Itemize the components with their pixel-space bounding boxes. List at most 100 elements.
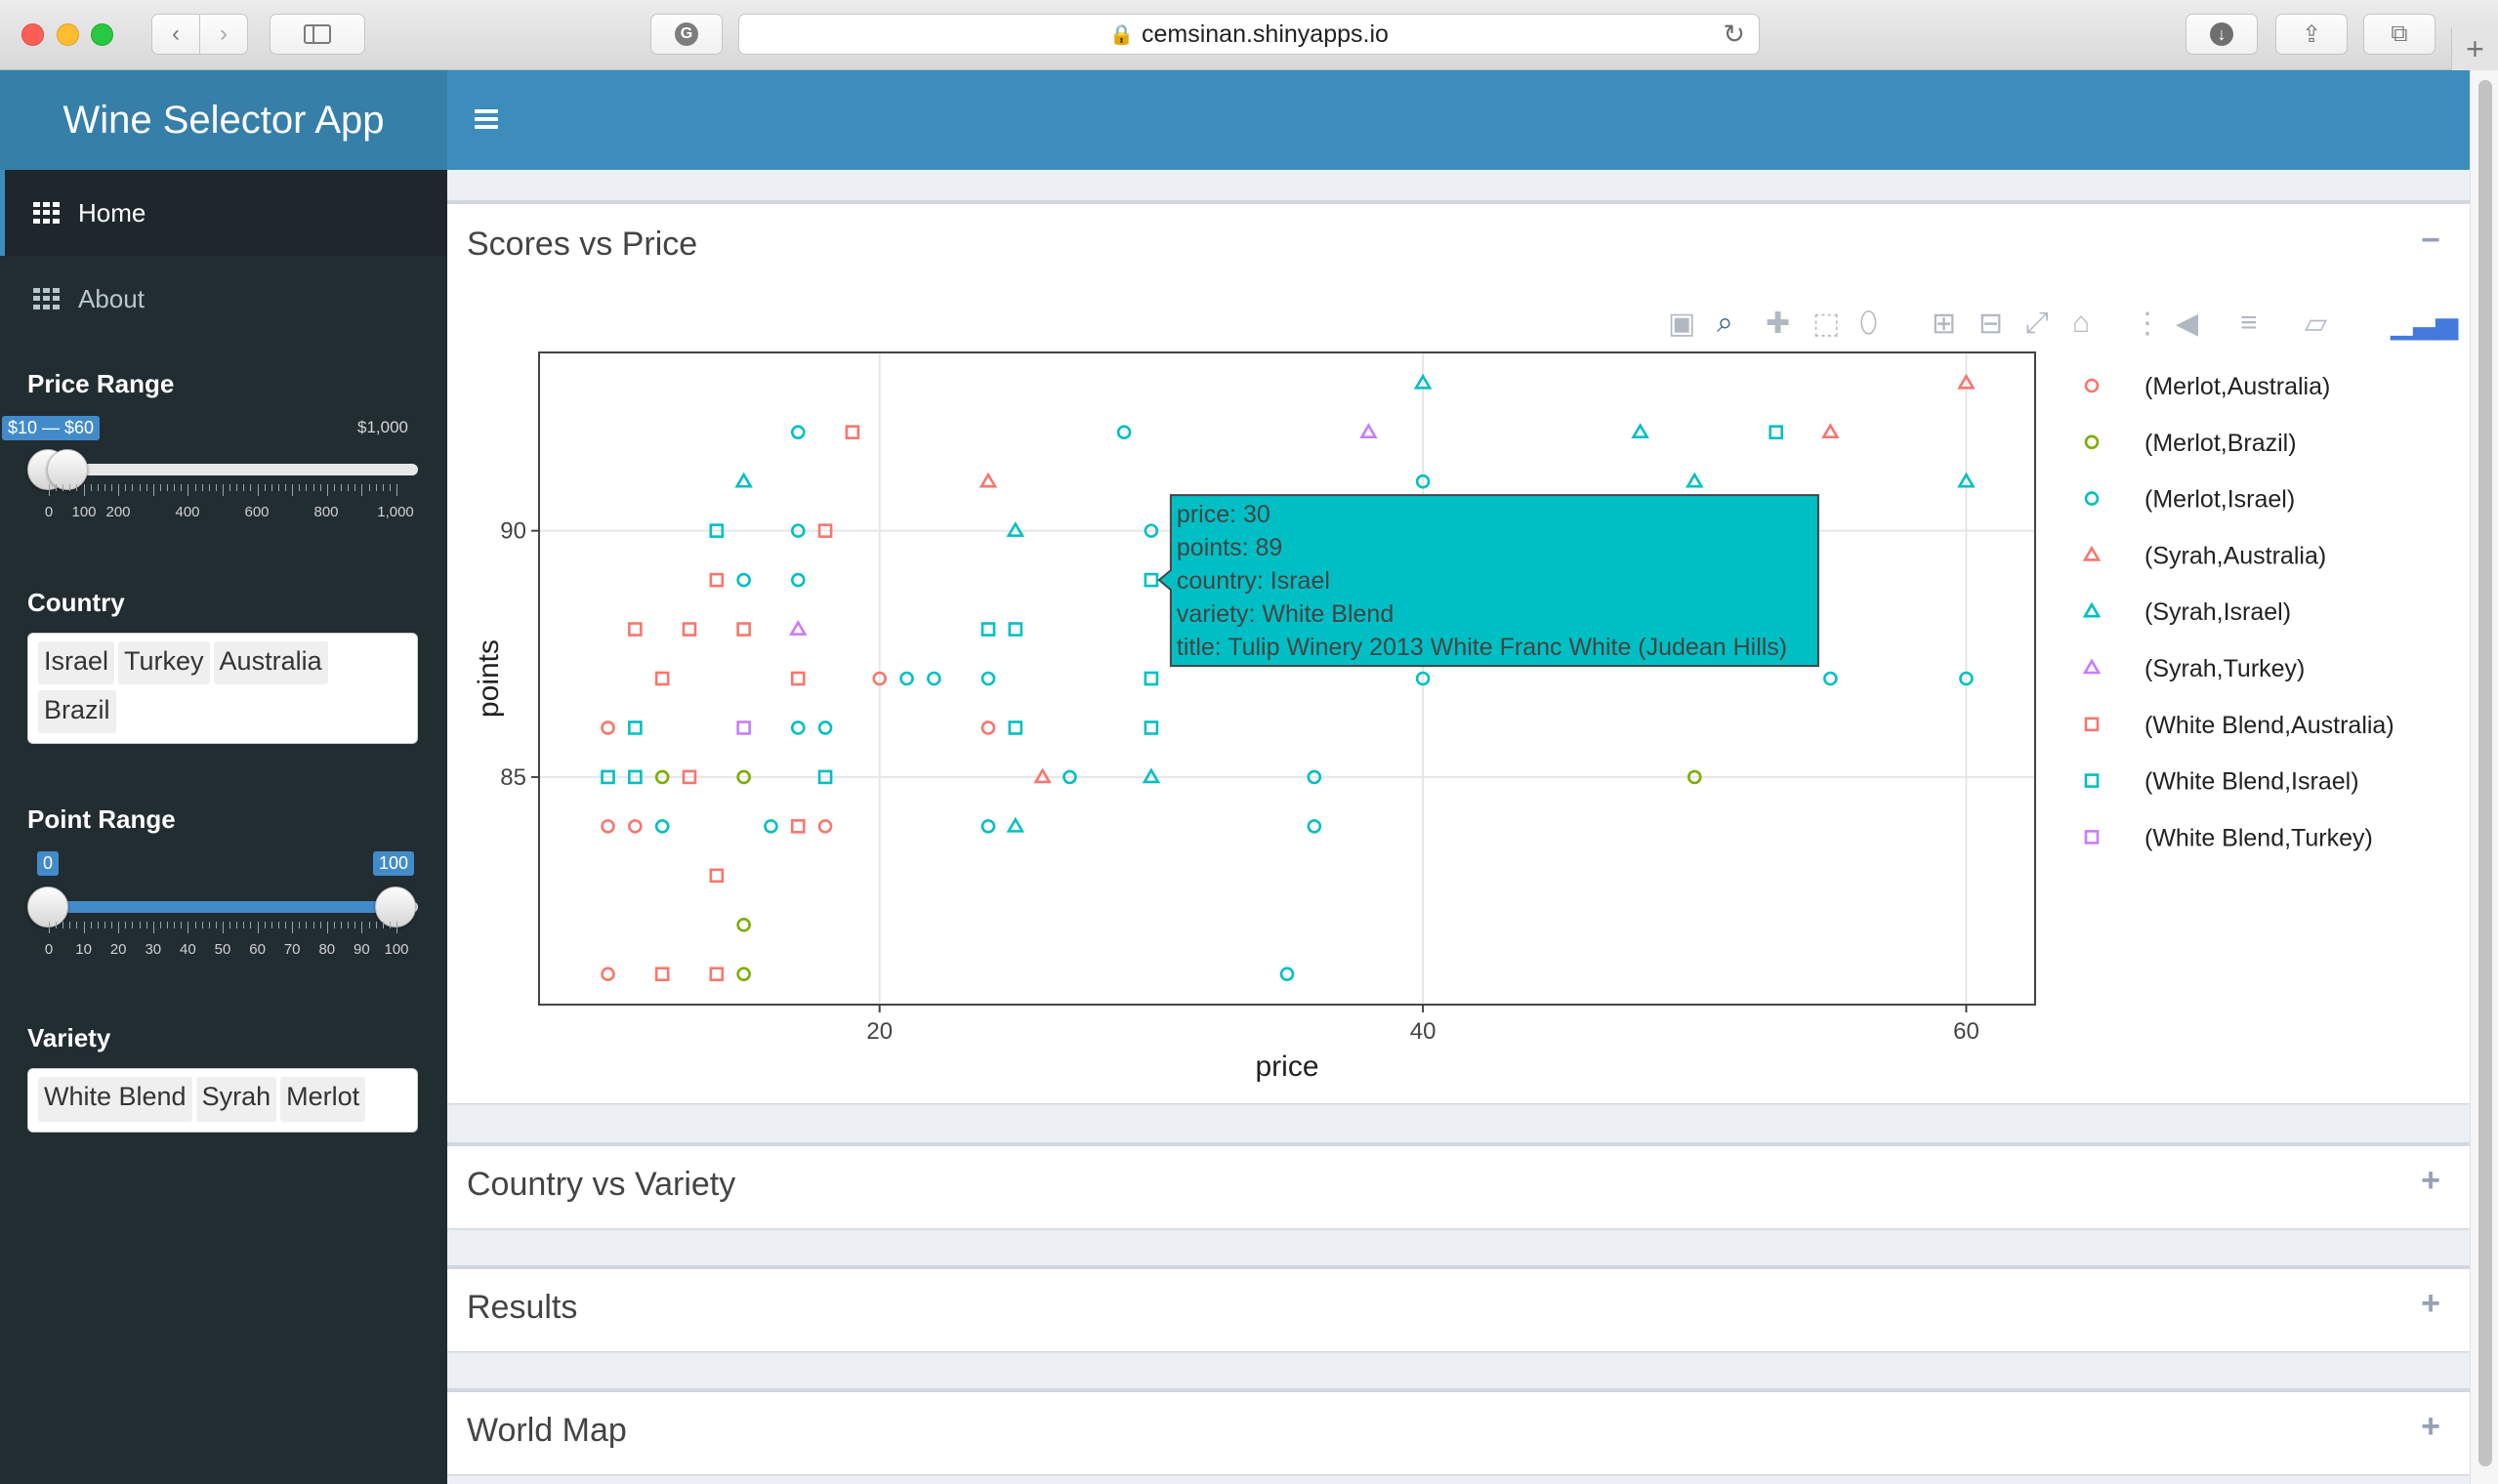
price-range-track[interactable]	[29, 464, 418, 475]
data-point	[1823, 671, 1838, 686]
point-tick-label: 10	[75, 941, 92, 958]
data-point	[654, 769, 670, 785]
forward-button[interactable]: ›	[199, 14, 248, 55]
data-point	[1415, 474, 1431, 489]
data-point	[789, 619, 808, 636]
plotly-logo-icon[interactable]: ▱	[2305, 308, 2328, 340]
address-bar[interactable]: 🔒 cemsinan.shinyapps.io ↻	[738, 14, 1760, 55]
data-point	[601, 967, 615, 982]
plus-icon: +	[2466, 30, 2484, 66]
legend-item-label: (Syrah,Australia)	[2144, 542, 2326, 569]
variety-chip[interactable]: Merlot	[280, 1077, 366, 1122]
legend-marker	[2082, 545, 2102, 561]
data-point	[1957, 373, 1976, 390]
data-point	[980, 721, 996, 735]
variety-chip[interactable]: White Blend	[38, 1077, 192, 1122]
expand-button[interactable]: +	[2421, 1285, 2440, 1322]
window-minimize-button[interactable]	[57, 23, 79, 46]
variety-select[interactable]: White Blend Syrah Merlot	[27, 1068, 418, 1133]
hover-closest-icon[interactable]: ◀	[2176, 308, 2199, 340]
price-tick-label: 600	[244, 504, 270, 520]
top-navbar	[447, 70, 2470, 170]
page-scrollbar[interactable]	[2470, 70, 2498, 1484]
data-point	[1116, 425, 1132, 440]
data-point	[1144, 572, 1159, 588]
country-chip[interactable]: Israel	[38, 641, 115, 684]
box-title: Scores vs Price	[467, 226, 698, 263]
back-button[interactable]: ‹	[151, 14, 200, 55]
country-chip[interactable]: Turkey	[118, 641, 210, 684]
data-point	[736, 721, 751, 735]
pan-icon[interactable]: ✚	[1766, 308, 1791, 340]
point-range-max-handle[interactable]	[375, 886, 416, 928]
point-range-min-handle[interactable]	[27, 886, 68, 928]
point-tick-label: 100	[384, 941, 409, 958]
data-point	[1006, 521, 1025, 537]
show-tabs-button[interactable]: ⧉	[2363, 14, 2436, 55]
price-range-ticks	[49, 484, 397, 498]
legend-item-label: (White Blend,Israel)	[2144, 768, 2359, 796]
download-icon: ↓	[2210, 22, 2233, 46]
browser-sidebar-button[interactable]	[270, 14, 365, 55]
country-vs-variety-box: Country vs Variety +	[447, 1142, 2470, 1228]
data-point	[1307, 819, 1322, 834]
data-point	[654, 967, 670, 982]
data-point	[790, 819, 806, 834]
sidebar-toggle-icon[interactable]	[475, 109, 498, 129]
window-zoom-button[interactable]	[91, 23, 113, 46]
app-logo[interactable]: Wine Selector App	[0, 70, 447, 170]
data-point	[790, 721, 806, 735]
legend-item-label: (Syrah,Israel)	[2144, 598, 2291, 626]
data-point	[736, 622, 751, 637]
data-point	[682, 769, 697, 785]
data-point	[1144, 523, 1159, 538]
window-close-button[interactable]	[21, 23, 44, 46]
new-tab-button[interactable]: +	[2451, 27, 2498, 70]
plot-legend[interactable]: (Merlot,Australia) (Merlot,Brazil) (Merlot…	[2082, 373, 2394, 851]
x-axis-title: price	[1255, 1051, 1318, 1083]
legend-item-label: (Merlot,Brazil)	[2144, 430, 2297, 457]
hover-compare-icon[interactable]: ≡	[2240, 307, 2258, 339]
sidebar-item-label: About	[78, 283, 145, 313]
reader-button[interactable]: G	[650, 14, 723, 55]
scrollbar-thumb[interactable]	[2478, 80, 2492, 1466]
expand-button[interactable]: +	[2421, 1408, 2440, 1445]
data-point	[682, 622, 697, 637]
plot-points[interactable]	[601, 373, 1976, 982]
lasso-icon[interactable]: ⬯	[1859, 307, 1878, 339]
data-point	[628, 769, 643, 785]
data-point	[654, 671, 670, 686]
plot-frame	[538, 351, 2036, 1006]
collapse-button[interactable]: −	[2421, 222, 2440, 259]
data-point	[1959, 671, 1974, 686]
autoscale-icon[interactable]: ⤢	[2025, 307, 2049, 339]
country-chip[interactable]: Brazil	[38, 690, 116, 733]
sidebar-item-home[interactable]: Home	[0, 170, 447, 256]
reset-axes-icon[interactable]: ⌂	[2072, 307, 2091, 339]
camera-icon[interactable]: ▣	[1668, 308, 1696, 340]
zoom-in-icon[interactable]: ⊞	[1932, 308, 1957, 340]
box-select-icon[interactable]: ⬚	[1812, 308, 1841, 340]
spike-lines-icon[interactable]: ⋮	[2133, 308, 2162, 340]
data-point	[1686, 472, 1704, 488]
plotly-bars-icon[interactable]: ▁▃▅	[2391, 308, 2459, 340]
data-point	[734, 472, 753, 488]
point-tick-label: 90	[354, 941, 370, 958]
share-button[interactable]: ⇪	[2275, 14, 2348, 55]
world-map-box: World Map +	[447, 1388, 2470, 1474]
variety-chip[interactable]: Syrah	[195, 1077, 277, 1122]
country-chip[interactable]: Australia	[213, 641, 328, 684]
sidebar-item-about[interactable]: About	[0, 256, 447, 342]
country-select[interactable]: Israel Turkey Australia Brazil	[27, 633, 418, 744]
expand-button[interactable]: +	[2421, 1162, 2440, 1199]
reload-icon[interactable]: ↻	[1723, 20, 1745, 49]
x-tick-label: 40	[1410, 1018, 1436, 1045]
zoom-icon[interactable]: ⌕	[1717, 307, 1733, 339]
scores-vs-price-plot[interactable]: 20 40 60 85 90 (Merlot,Australia) (Merlot,Bra…	[447, 332, 2470, 1093]
downloads-button[interactable]: ↓	[2186, 14, 2258, 55]
price-range-max-handle[interactable]	[47, 449, 88, 490]
point-range-ticks	[49, 922, 397, 935]
zoom-out-icon[interactable]: ⊟	[1978, 308, 2004, 340]
point-tick-label: 30	[145, 941, 162, 958]
hover-tooltip: price: 30 points: 89 country: Israel variet…	[1157, 494, 1819, 668]
